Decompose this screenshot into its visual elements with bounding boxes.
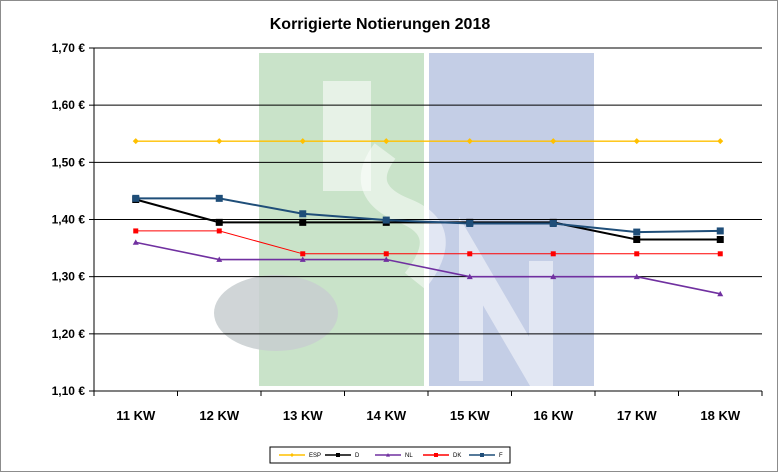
x-tick-label: 12 KW xyxy=(199,408,239,423)
data-point xyxy=(132,239,139,245)
watermark-pig xyxy=(214,275,338,351)
legend-item-f: F xyxy=(469,453,503,459)
data-point xyxy=(466,138,473,145)
data-point xyxy=(216,228,222,234)
data-point xyxy=(633,273,640,280)
data-point xyxy=(386,453,390,457)
x-tick-label: 15 KW xyxy=(450,408,490,423)
y-tick-label: 1,70 € xyxy=(52,41,86,55)
legend-label: NL xyxy=(405,453,413,459)
data-point xyxy=(299,210,307,218)
watermark-letter-n xyxy=(459,216,553,426)
data-point xyxy=(466,273,473,280)
data-point xyxy=(633,236,641,244)
data-point xyxy=(382,216,390,224)
series-line xyxy=(135,241,721,295)
data-point xyxy=(133,228,139,234)
series-esp xyxy=(132,138,724,145)
data-point xyxy=(550,138,557,145)
data-point xyxy=(216,138,223,145)
data-point xyxy=(215,194,223,202)
y-tick-label: 1,50 € xyxy=(52,155,86,169)
data-point xyxy=(467,251,473,257)
x-tick-label: 17 KW xyxy=(617,408,657,423)
legend-label: DK xyxy=(453,453,461,459)
data-point xyxy=(634,251,640,257)
x-tick-label: 16 KW xyxy=(533,408,573,423)
data-point xyxy=(717,138,724,145)
y-tick-label: 1,10 € xyxy=(52,384,86,398)
data-point xyxy=(550,251,556,257)
series-nl xyxy=(132,239,724,297)
x-tick-label: 11 KW xyxy=(116,408,156,423)
series-f xyxy=(132,194,724,236)
data-point xyxy=(480,453,484,457)
data-point xyxy=(549,220,557,228)
data-point xyxy=(717,290,724,297)
x-tick-label: 13 KW xyxy=(283,408,323,423)
data-point xyxy=(132,138,139,145)
y-tick-label: 1,30 € xyxy=(52,270,86,284)
legend-item-esp: ESP xyxy=(279,453,321,459)
y-tick-label: 1,60 € xyxy=(52,98,86,112)
series-dk xyxy=(133,228,723,257)
legend-item-d: D xyxy=(325,453,360,459)
legend-item-nl: NL xyxy=(375,453,413,459)
series-line xyxy=(135,197,721,234)
y-tick-label: 1,20 € xyxy=(52,327,86,341)
x-tick-label: 18 KW xyxy=(700,408,740,423)
legend-label: ESP xyxy=(309,453,321,459)
data-point xyxy=(434,453,438,457)
data-point xyxy=(383,251,389,257)
y-tick-label: 1,40 € xyxy=(52,213,86,227)
data-point xyxy=(633,228,641,236)
data-point xyxy=(716,236,724,244)
data-point xyxy=(290,453,294,457)
data-point xyxy=(132,194,140,202)
data-point xyxy=(717,251,723,257)
data-point xyxy=(383,138,390,145)
data-point xyxy=(300,251,306,257)
legend-item-dk: DK xyxy=(423,453,461,459)
data-point xyxy=(299,218,307,226)
data-point xyxy=(299,256,306,262)
data-point xyxy=(336,453,340,457)
legend-label: F xyxy=(499,453,503,459)
data-point xyxy=(466,220,474,228)
data-point xyxy=(216,256,223,262)
series-line xyxy=(135,230,721,255)
data-point xyxy=(383,256,390,262)
data-point xyxy=(633,138,640,145)
legend-label: D xyxy=(355,453,360,459)
data-point xyxy=(716,227,724,235)
x-tick-label: 14 KW xyxy=(366,408,406,423)
data-point xyxy=(299,138,306,145)
data-point xyxy=(215,218,223,226)
watermark-letter-s xyxy=(360,143,446,290)
chart-title: Korrigierte Notierungen 2018 xyxy=(270,16,491,33)
data-point xyxy=(550,273,557,280)
